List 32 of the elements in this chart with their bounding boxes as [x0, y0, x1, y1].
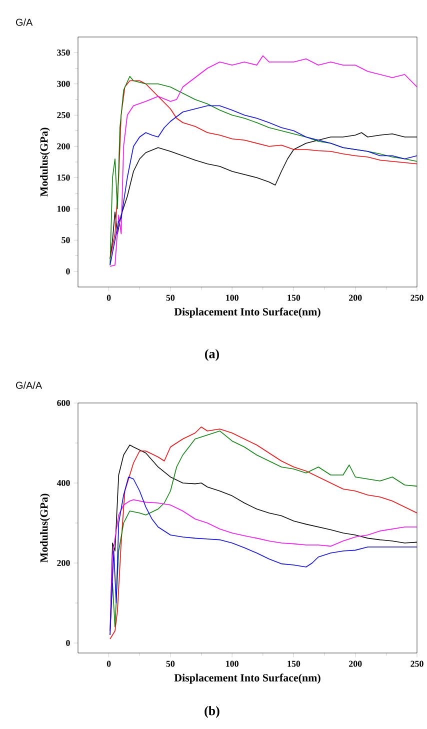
x-tick-label: 150 — [288, 660, 300, 667]
x-axis-title: Displacement Into Surface(nm) — [174, 308, 320, 318]
x-tick-label: 200 — [349, 660, 362, 667]
y-axis-title: Modulus(GPa) — [40, 494, 50, 563]
y-tick-label: 350 — [57, 50, 70, 56]
text: (b) — [204, 706, 220, 718]
y-tick-label: 0 — [66, 268, 70, 274]
x-tick-label: 0 — [106, 660, 111, 667]
x-tick-label: 250 — [410, 660, 424, 667]
y-tick-label: 250 — [57, 112, 70, 118]
y-tick-label: 150 — [57, 174, 70, 181]
x-tick-label: 100 — [226, 294, 238, 301]
y-tick-label: 0 — [66, 640, 70, 646]
y-tick-label: 600 — [57, 400, 70, 406]
y-tick-label: 200 — [57, 560, 70, 566]
chart-title: G/A/A — [16, 382, 42, 389]
y-axis-title: Modulus(GPa) — [40, 128, 50, 197]
y-tick-label: 300 — [57, 80, 70, 87]
text: (a) — [204, 349, 219, 361]
chart-title: G/A — [16, 18, 33, 26]
y-tick-label: 200 — [57, 143, 70, 150]
x-tick-label: 50 — [166, 660, 175, 667]
y-tick-label: 100 — [57, 206, 70, 212]
y-tick-label: 50 — [62, 237, 70, 244]
x-tick-label: 200 — [349, 294, 362, 301]
x-tick-label: 0 — [106, 294, 111, 301]
x-tick-label: 100 — [226, 660, 238, 667]
x-tick-label: 150 — [288, 294, 300, 301]
x-tick-label: 50 — [166, 294, 175, 301]
x-tick-label: 250 — [410, 294, 424, 301]
x-axis-title: Displacement Into Surface(nm) — [174, 674, 320, 684]
y-tick-label: 400 — [56, 480, 70, 486]
